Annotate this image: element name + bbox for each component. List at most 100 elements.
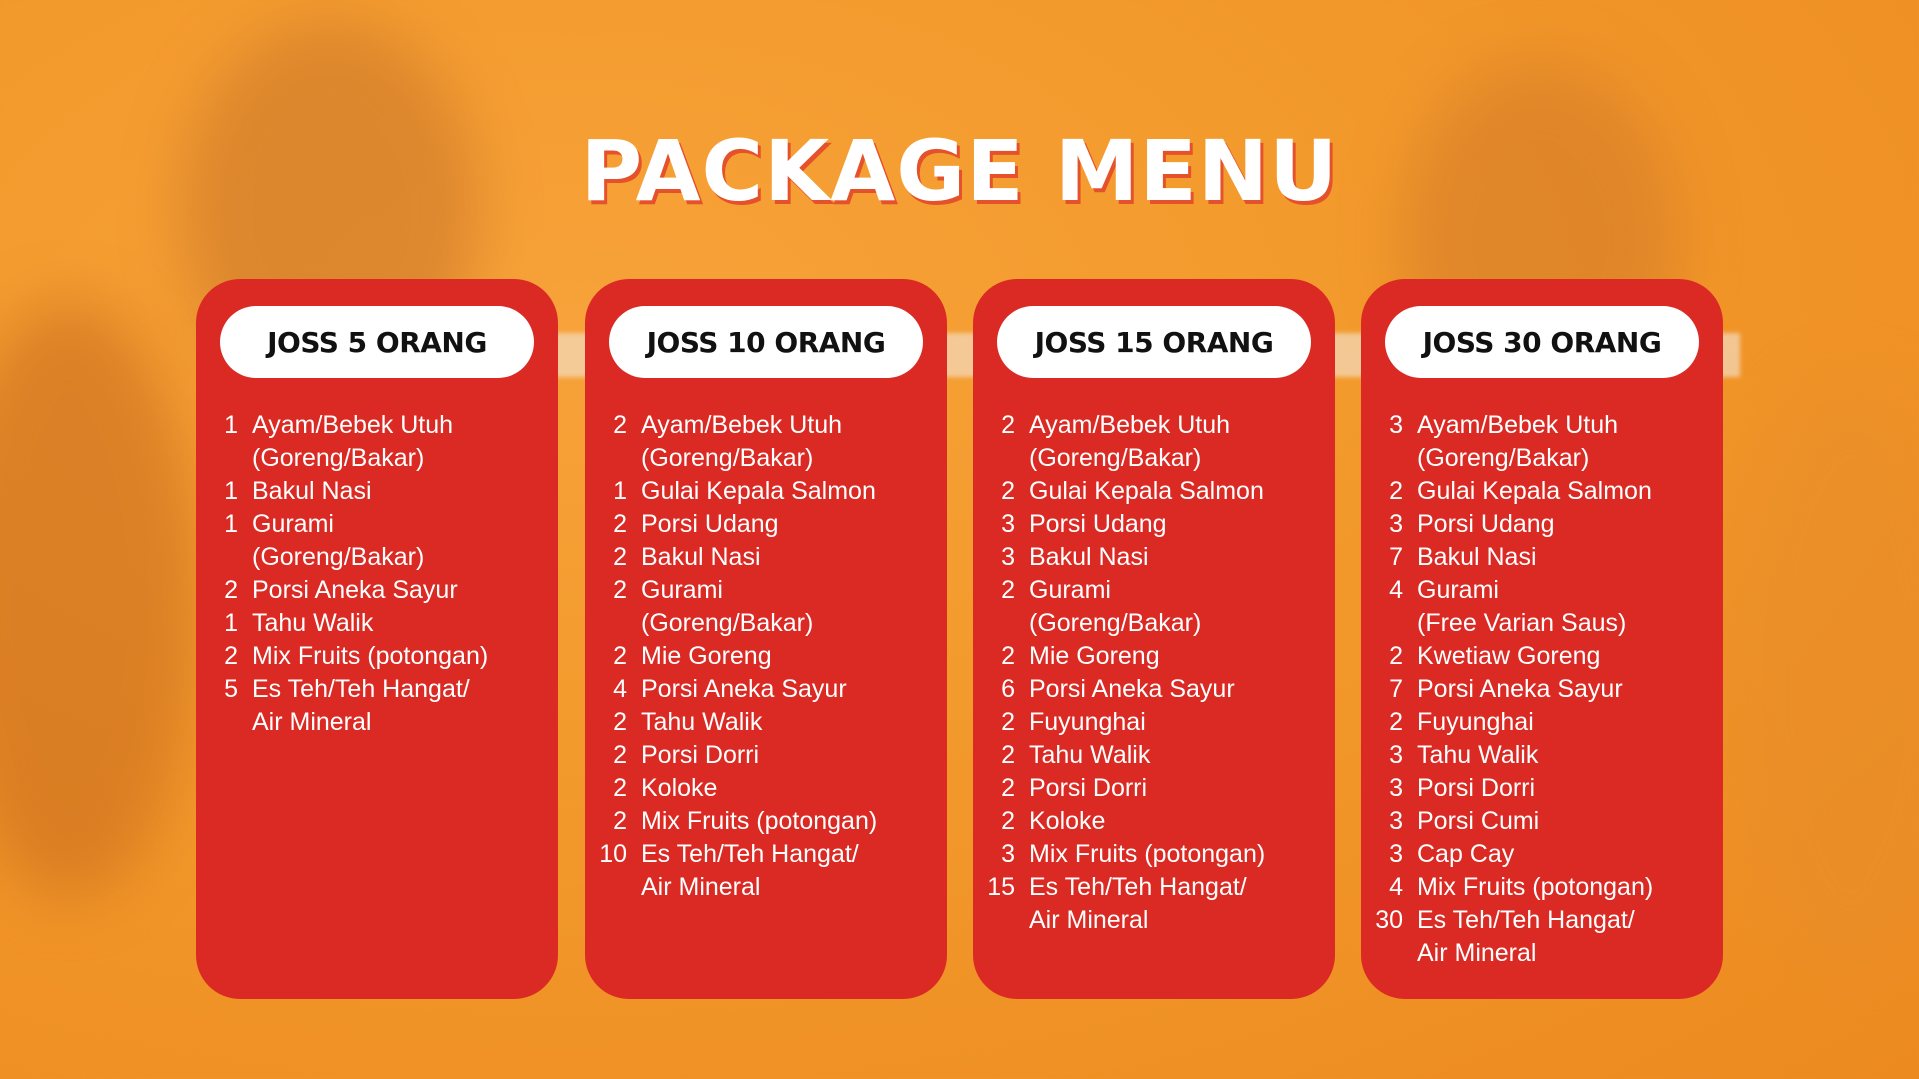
item-name: Tahu Walik — [252, 607, 373, 640]
item-name: Porsi Dorri — [1417, 772, 1535, 805]
list-item: 2 Porsi Dorri — [585, 739, 947, 772]
package-card: JOSS 30 ORANG 3 Ayam/Bebek Utuh (Goreng/Bak… — [1361, 279, 1723, 999]
list-item: 7 Porsi Aneka Sayur — [1361, 673, 1723, 706]
item-quantity: 4 — [1389, 576, 1403, 604]
item-name: Bakul Nasi — [1417, 541, 1537, 574]
item-name-line: Porsi Aneka Sayur — [1029, 675, 1235, 703]
background-blur — [0, 300, 200, 900]
item-quantity: 2 — [613, 642, 627, 670]
list-item: 10 Es Teh/Teh Hangat/Air Mineral — [585, 838, 947, 904]
item-name: Porsi Aneka Sayur — [1029, 673, 1235, 706]
item-name: Mix Fruits (potongan) — [641, 805, 877, 838]
item-quantity: 2 — [613, 807, 627, 835]
item-name-line: Mix Fruits (potongan) — [252, 642, 489, 670]
package-items: 2 Ayam/Bebek Utuh (Goreng/Bakar) 1 Gulai Kep… — [585, 409, 947, 904]
item-name: Ayam/Bebek Utuh (Goreng/Bakar) — [1417, 409, 1618, 475]
item-name-line: (Goreng/Bakar) — [252, 444, 425, 472]
list-item: 3 Ayam/Bebek Utuh (Goreng/Bakar) — [1361, 409, 1723, 475]
item-name-line: Gulai Kepala Salmon — [641, 477, 876, 505]
item-name-line: Air Mineral — [1417, 939, 1537, 967]
item-name-line: Gurami — [1417, 576, 1499, 604]
item-name: Gulai Kepala Salmon — [1029, 475, 1264, 508]
list-item: 2 Mie Goreng — [585, 640, 947, 673]
item-name-line: (Free Varian Saus) — [1417, 609, 1627, 637]
item-name-line: Porsi Cumi — [1417, 807, 1540, 835]
item-quantity: 2 — [613, 774, 627, 802]
item-name-line: Mie Goreng — [641, 642, 772, 670]
item-name-line: Bakul Nasi — [1029, 543, 1149, 571]
item-name-line: (Goreng/Bakar) — [252, 543, 425, 571]
item-name: Ayam/Bebek Utuh (Goreng/Bakar) — [252, 409, 453, 475]
list-item: 1 Gurami (Goreng/Bakar) — [196, 508, 558, 574]
item-name-line: Porsi Udang — [641, 510, 779, 538]
item-name: Porsi Aneka Sayur — [641, 673, 847, 706]
item-name-line: Porsi Aneka Sayur — [1417, 675, 1623, 703]
item-name-line: Mix Fruits (potongan) — [1029, 840, 1266, 868]
item-name-line: Fuyunghai — [1029, 708, 1146, 736]
item-name-line: Es Teh/Teh Hangat/ — [1417, 906, 1635, 934]
item-name-line: (Goreng/Bakar) — [1029, 444, 1202, 472]
list-item: 1 Ayam/Bebek Utuh (Goreng/Bakar) — [196, 409, 558, 475]
list-item: 2 Koloke — [973, 805, 1335, 838]
item-name: Koloke — [641, 772, 717, 805]
item-name-line: Gurami — [252, 510, 334, 538]
item-name: Ayam/Bebek Utuh (Goreng/Bakar) — [1029, 409, 1230, 475]
item-name-line: Porsi Dorri — [1417, 774, 1536, 802]
item-name-line: Koloke — [1029, 807, 1106, 835]
item-name-line: Bakul Nasi — [1417, 543, 1537, 571]
item-quantity: 6 — [1001, 675, 1015, 703]
item-name-line: Ayam/Bebek Utuh — [252, 411, 454, 439]
item-name: Fuyunghai — [1417, 706, 1534, 739]
item-name: Fuyunghai — [1029, 706, 1146, 739]
item-name-line: Tahu Walik — [1417, 741, 1539, 769]
list-item: 1 Bakul Nasi — [196, 475, 558, 508]
item-quantity: 3 — [1389, 840, 1403, 868]
package-items: 1 Ayam/Bebek Utuh (Goreng/Bakar) 1 Bakul Nas… — [196, 409, 558, 739]
list-item: 2 Gurami (Goreng/Bakar) — [973, 574, 1335, 640]
list-item: 2 Bakul Nasi — [585, 541, 947, 574]
package-name: JOSS 5 ORANG — [220, 306, 534, 378]
item-quantity: 3 — [1001, 510, 1015, 538]
item-name: Gulai Kepala Salmon — [641, 475, 876, 508]
page-title: PACKAGE MENU — [580, 122, 1339, 220]
item-quantity: 4 — [613, 675, 627, 703]
item-name-line: Kwetiaw Goreng — [1417, 642, 1601, 670]
item-name-line: Air Mineral — [1029, 906, 1149, 934]
item-quantity: 2 — [613, 510, 627, 538]
item-name: Mie Goreng — [1029, 640, 1160, 673]
item-name-line: Es Teh/Teh Hangat/ — [1029, 873, 1247, 901]
item-quantity: 2 — [613, 741, 627, 769]
item-name-line: Porsi Dorri — [641, 741, 760, 769]
list-item: 2 Mix Fruits (potongan) — [196, 640, 558, 673]
list-item: 1 Tahu Walik — [196, 607, 558, 640]
package-name: JOSS 10 ORANG — [609, 306, 923, 378]
list-item: 7 Bakul Nasi — [1361, 541, 1723, 574]
item-name-line: Air Mineral — [252, 708, 372, 736]
item-name-line: Air Mineral — [641, 873, 761, 901]
item-quantity: 2 — [613, 708, 627, 736]
list-item: 2 Kwetiaw Goreng — [1361, 640, 1723, 673]
item-name: Tahu Walik — [641, 706, 762, 739]
item-name-line: Fuyunghai — [1417, 708, 1534, 736]
item-name: Cap Cay — [1417, 838, 1514, 871]
item-name-line: Bakul Nasi — [641, 543, 761, 571]
item-quantity: 2 — [613, 543, 627, 571]
item-quantity: 5 — [224, 675, 238, 703]
item-name: Porsi Udang — [1029, 508, 1167, 541]
item-name: Gurami (Goreng/Bakar) — [1029, 574, 1201, 640]
item-name-line: Es Teh/Teh Hangat/ — [252, 675, 470, 703]
list-item: 3 Tahu Walik — [1361, 739, 1723, 772]
item-name-line: Tahu Walik — [641, 708, 763, 736]
item-name-line: Gulai Kepala Salmon — [1417, 477, 1652, 505]
item-name-line: Ayam/Bebek Utuh — [1029, 411, 1231, 439]
list-item: 2 Fuyunghai — [1361, 706, 1723, 739]
list-item: 3 Porsi Udang — [1361, 508, 1723, 541]
item-quantity: 3 — [1389, 741, 1403, 769]
package-card: JOSS 15 ORANG 2 Ayam/Bebek Utuh (Goreng/Bak… — [973, 279, 1335, 999]
item-name-line: Ayam/Bebek Utuh — [641, 411, 843, 439]
item-name: Es Teh/Teh Hangat/Air Mineral — [1417, 904, 1635, 970]
item-name: Porsi Aneka Sayur — [252, 574, 458, 607]
item-name: Gurami (Goreng/Bakar) — [252, 508, 424, 574]
item-name: Bakul Nasi — [641, 541, 761, 574]
item-quantity: 1 — [224, 510, 238, 538]
